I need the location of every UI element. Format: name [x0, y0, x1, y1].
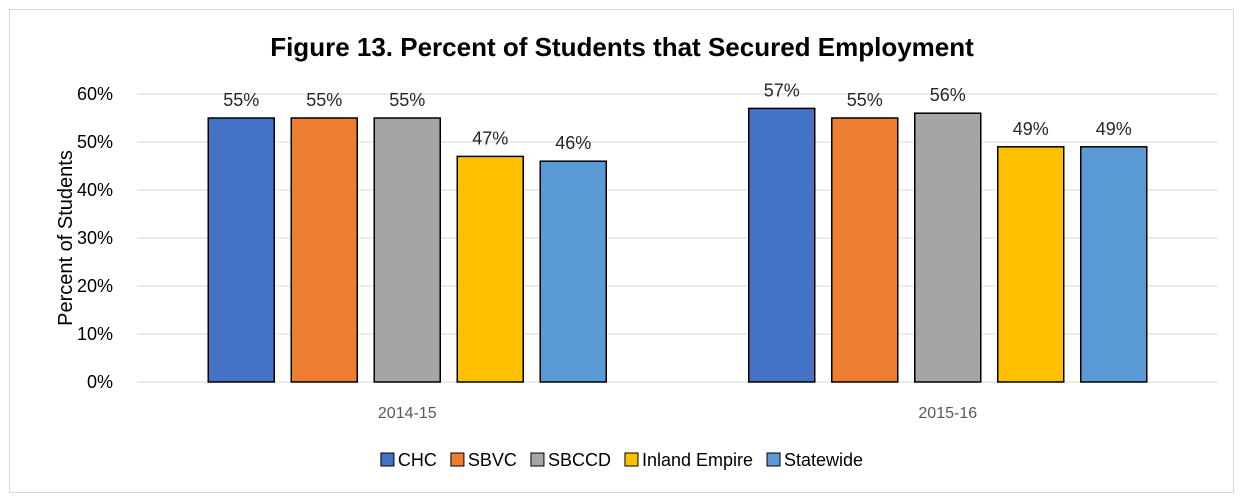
y-tick-label: 60% [77, 84, 113, 104]
legend-swatch [624, 452, 639, 467]
data-label: 46% [555, 133, 591, 153]
bar [914, 112, 982, 383]
bar [539, 160, 607, 383]
data-label: 55% [306, 90, 342, 110]
data-label: 57% [764, 80, 800, 100]
data-labels: 55% 55% 55% 47% 46% 57% 55% 56% 49% 49% [223, 80, 1132, 153]
bar [456, 155, 524, 383]
legend-label: SBCCD [548, 450, 611, 470]
y-tick-label: 20% [77, 276, 113, 296]
y-tick-label: 30% [77, 228, 113, 248]
legend-swatch [450, 452, 465, 467]
y-tick-label: 50% [77, 132, 113, 152]
bar [997, 146, 1065, 383]
bar [207, 117, 275, 383]
legend-swatch [530, 452, 545, 467]
chart-title: Figure 13. Percent of Students that Secu… [270, 32, 974, 62]
y-tick-label: 40% [77, 180, 113, 200]
bars [207, 107, 1148, 383]
y-tick-label: 10% [77, 324, 113, 344]
data-label: 49% [1096, 119, 1132, 139]
data-label: 55% [389, 90, 425, 110]
y-axis-label: Percent of Students [55, 150, 77, 326]
bar [831, 117, 899, 383]
data-label: 56% [930, 85, 966, 105]
legend-label: CHC [398, 450, 437, 470]
x-axis-categories: 2014-15 2015-16 [378, 405, 977, 422]
data-label: 49% [1013, 119, 1049, 139]
legend-label: SBVC [468, 450, 517, 470]
data-label: 55% [847, 90, 883, 110]
legend: CHC SBVC SBCCD Inland Empire Statewide [380, 450, 863, 470]
bar [748, 107, 816, 383]
data-label: 47% [472, 128, 508, 148]
bar [290, 117, 358, 383]
bar [373, 117, 441, 383]
legend-label: Inland Empire [642, 450, 753, 470]
x-category-label: 2015-16 [918, 405, 977, 422]
y-axis-ticks: 0% 10% 20% 30% 40% 50% 60% [77, 84, 113, 392]
bar [1080, 146, 1148, 383]
legend-label: Statewide [784, 450, 863, 470]
data-label: 55% [223, 90, 259, 110]
legend-swatch [766, 452, 781, 467]
y-tick-label: 0% [87, 372, 113, 392]
x-category-label: 2014-15 [378, 405, 437, 422]
legend-swatch [380, 452, 395, 467]
